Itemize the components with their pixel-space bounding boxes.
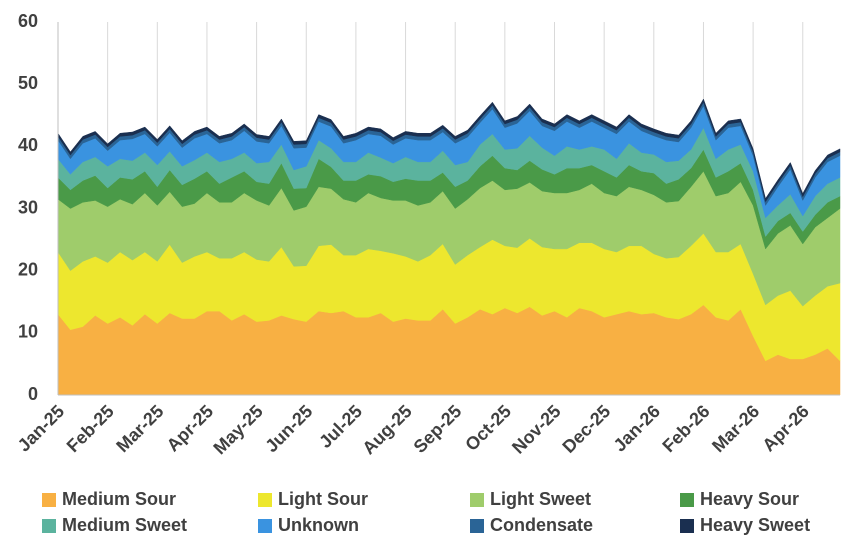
- legend-swatch: [470, 493, 484, 507]
- legend-swatch: [470, 519, 484, 533]
- x-tick-label: Oct-25: [461, 401, 515, 455]
- legend-label: Condensate: [490, 515, 593, 535]
- y-tick-label: 60: [18, 11, 38, 31]
- x-tick-label: Feb-26: [658, 401, 713, 456]
- x-tick-label: Jan-25: [14, 401, 68, 455]
- x-tick-label: Aug-25: [358, 401, 415, 458]
- legend-swatch: [42, 519, 56, 533]
- legend-swatch: [258, 519, 272, 533]
- x-tick-label: Apr-25: [163, 401, 217, 455]
- legend-label: Light Sweet: [490, 489, 591, 509]
- y-tick-label: 30: [18, 197, 38, 217]
- legend-label: Heavy Sweet: [700, 515, 810, 535]
- x-tick-label: Jun-25: [261, 401, 316, 456]
- y-tick-label: 10: [18, 322, 38, 342]
- legend-label: Medium Sweet: [62, 515, 187, 535]
- x-tick-label: Dec-25: [558, 401, 614, 457]
- x-tick-label: Mar-26: [708, 401, 763, 456]
- x-tick-label: Feb-25: [63, 401, 118, 456]
- legend-swatch: [680, 519, 694, 533]
- legend-label: Medium Sour: [62, 489, 176, 509]
- legend-swatch: [42, 493, 56, 507]
- y-tick-label: 20: [18, 259, 38, 279]
- y-tick-label: 0: [28, 384, 38, 404]
- y-tick-label: 50: [18, 73, 38, 93]
- x-tick-label: Sep-25: [410, 401, 466, 457]
- legend-label: Heavy Sour: [700, 489, 799, 509]
- x-tick-label: Jan-26: [610, 401, 664, 455]
- legend-swatch: [680, 493, 694, 507]
- y-tick-label: 40: [18, 135, 38, 155]
- legend-label: Light Sour: [278, 489, 368, 509]
- area: [57, 98, 841, 203]
- x-tick-label: Apr-26: [758, 401, 812, 455]
- legend-label: Unknown: [278, 515, 359, 535]
- x-tick-label: Nov-25: [508, 401, 565, 458]
- legend-swatch: [258, 493, 272, 507]
- x-tick-label: Mar-25: [112, 401, 167, 456]
- x-tick-label: May-25: [209, 401, 266, 458]
